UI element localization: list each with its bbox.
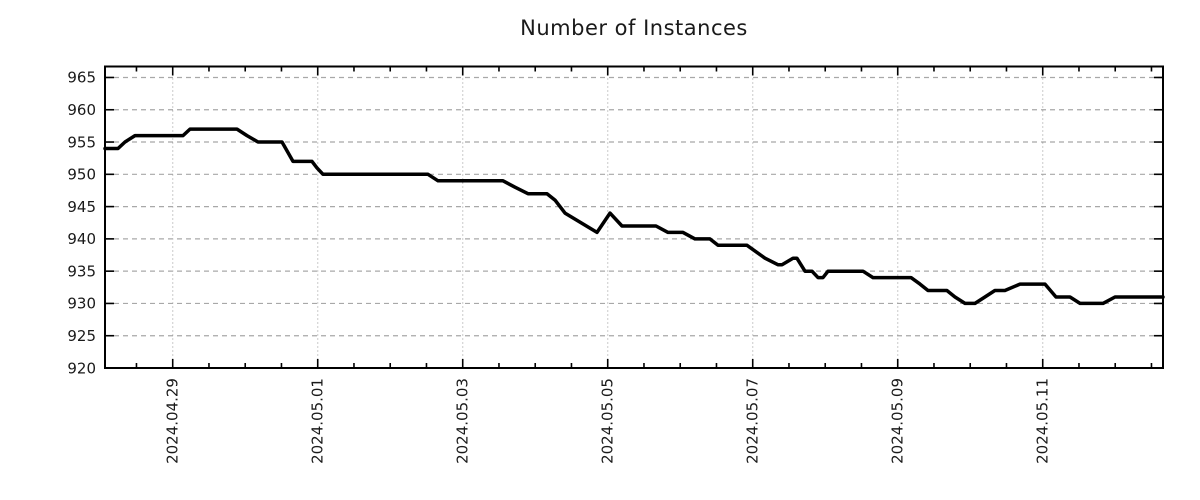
y-tick-label: 930 — [67, 295, 96, 313]
y-tick-label: 935 — [67, 262, 96, 280]
y-tick-label: 945 — [67, 198, 96, 216]
plot-border — [104, 65, 1164, 369]
x-tick-label: 2024.05.03 — [454, 378, 472, 464]
y-tick-label: 950 — [67, 166, 96, 184]
series-line-instances — [103, 127, 1165, 306]
x-tick-label: 2024.04.29 — [164, 378, 182, 464]
y-tick-label: 955 — [67, 133, 96, 151]
x-tick-label: 2024.05.11 — [1034, 378, 1052, 464]
y-tick-label: 920 — [67, 359, 96, 377]
x-tick-label: 2024.05.05 — [599, 378, 617, 464]
y-tick-label: 960 — [67, 101, 96, 119]
y-tick-label: 925 — [67, 327, 96, 345]
x-tick-label: 2024.05.01 — [309, 378, 327, 464]
x-tick-label: 2024.05.09 — [889, 378, 907, 464]
chart-title: Number of Instances — [520, 16, 748, 40]
x-tick-label: 2024.05.07 — [744, 378, 762, 464]
y-tick-label: 965 — [67, 69, 96, 87]
y-tick-label: 940 — [67, 230, 96, 248]
